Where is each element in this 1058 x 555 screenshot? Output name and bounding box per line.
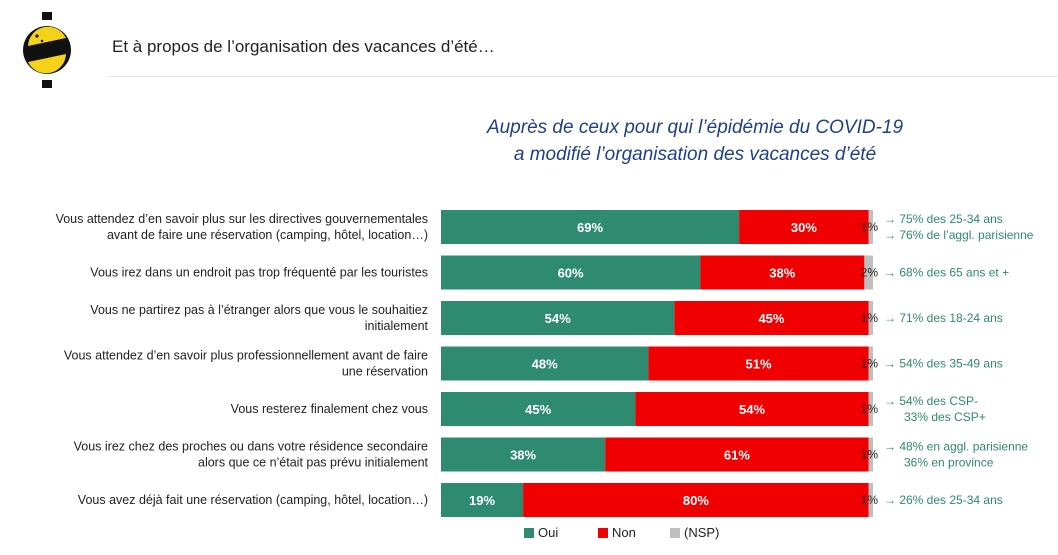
- bar-segment-nsp: [868, 210, 873, 244]
- bar-value-label: 54%: [739, 402, 765, 417]
- annotation-text: → 54% des 35-49 ans: [884, 357, 1003, 371]
- chart-title: Auprès de ceux pour qui l’épidémie du CO…: [400, 114, 990, 168]
- category-label: Vous irez chez des proches ou dans votre…: [74, 440, 428, 454]
- bar-value-label: 60%: [558, 266, 584, 281]
- nsp-value-label: 2%: [861, 266, 879, 280]
- bar-segment-nsp: [868, 437, 873, 472]
- bar-value-label: 61%: [724, 448, 750, 463]
- category-label: alors que ce n’était pas prévu initialem…: [198, 456, 429, 470]
- annotation-text: → 54% des CSP-: [884, 394, 978, 408]
- bar-value-label: 38%: [769, 266, 795, 281]
- bar-segment-non: [635, 392, 869, 426]
- nsp-value-label: 1%: [861, 402, 879, 416]
- nsp-value-label: 1%: [861, 493, 879, 507]
- annotation-text: → 76% de l’aggl. parisienne: [884, 228, 1034, 242]
- category-label: Vous resterez finalement chez vous: [231, 402, 428, 416]
- annotation-text: → 75% des 25-34 ans: [884, 212, 1003, 226]
- bar-value-label: 19%: [469, 493, 495, 508]
- category-label: une réservation: [342, 365, 428, 379]
- bar-value-label: 51%: [746, 357, 772, 372]
- bar-segment-oui: [441, 301, 675, 335]
- category-label: initialement: [365, 319, 429, 333]
- bar-value-label: 80%: [683, 493, 709, 508]
- logo-icon: [23, 12, 71, 88]
- bar-value-label: 45%: [758, 311, 784, 326]
- category-label: avant de faire une réservation (camping,…: [107, 228, 428, 242]
- bar-segment-nsp: [868, 346, 873, 381]
- bar-segment-oui: [441, 483, 524, 517]
- category-label: Vous attendez d’en savoir plus professio…: [64, 349, 428, 363]
- bar-value-label: 54%: [545, 311, 571, 326]
- bar-segment-oui: [441, 346, 649, 381]
- bar-segment-nsp: [868, 301, 873, 335]
- legend-swatch-oui: [524, 528, 534, 538]
- chart-title-line-2: a modifié l’organisation des vacances d’…: [513, 144, 877, 165]
- bar-segment-nsp: [864, 255, 873, 290]
- legend-swatch-non: [598, 528, 608, 538]
- bar-segment-non: [674, 301, 869, 335]
- bar-segment-non: [700, 255, 865, 290]
- annotation-text: → 71% des 18-24 ans: [884, 311, 1003, 325]
- bar-value-label: 45%: [525, 402, 551, 417]
- bar-segment-oui: [441, 392, 636, 426]
- category-label: Vous avez déjà fait une réservation (cam…: [78, 493, 428, 507]
- bar-value-label: 48%: [532, 357, 558, 372]
- legend-label: Non: [612, 525, 636, 540]
- chart-title-line-1: Auprès de ceux pour qui l’épidémie du CO…: [486, 117, 904, 138]
- bar-segment-non: [523, 483, 869, 517]
- nsp-value-label: 1%: [861, 311, 879, 325]
- nsp-value-label: 1%: [861, 357, 879, 371]
- bar-value-label: 69%: [577, 220, 603, 235]
- header-divider: [108, 76, 1058, 77]
- legend-swatch-nsp: [670, 528, 680, 538]
- page-title: Et à propos de l’organisation des vacanc…: [112, 37, 495, 56]
- annotation-text: → 68% des 65 ans et +: [884, 266, 1009, 280]
- bar-segment-oui: [441, 437, 606, 472]
- bar-segment-nsp: [868, 392, 873, 426]
- bar-segment-non: [739, 210, 869, 244]
- bar-segment-non: [648, 346, 869, 381]
- legend-label: (NSP): [684, 525, 719, 540]
- annotation-text: → 48% en aggl. parisienne: [884, 440, 1028, 454]
- bar-segment-oui: [441, 255, 701, 290]
- annotation-text: → 26% des 25-34 ans: [884, 493, 1003, 507]
- annotation-text: 36% en province: [904, 456, 994, 470]
- annotation-text: 33% des CSP+: [904, 410, 986, 424]
- nsp-value-label: 1%: [861, 448, 879, 462]
- nsp-value-label: 1%: [861, 220, 879, 234]
- bar-segment-oui: [441, 210, 740, 244]
- category-label: Vous attendez d’en savoir plus sur les d…: [56, 212, 428, 226]
- bar-value-label: 38%: [510, 448, 536, 463]
- category-label: Vous ne partirez pas à l’étranger alors …: [90, 303, 428, 317]
- bar-segment-nsp: [868, 483, 873, 517]
- bar-value-label: 30%: [791, 220, 817, 235]
- bar-segment-non: [605, 437, 869, 472]
- category-label: Vous irez dans un endroit pas trop fréqu…: [90, 266, 428, 280]
- legend-label: Oui: [538, 525, 558, 540]
